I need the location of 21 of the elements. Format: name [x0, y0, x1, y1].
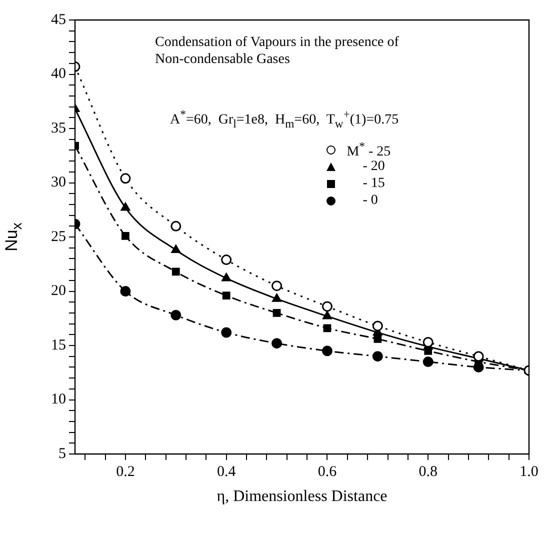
y-tick-label: 5: [58, 446, 66, 462]
y-tick-label: 10: [51, 392, 66, 408]
text: A$^{*}$=60, Gr$_{l}$=1e8, H$_{m}$=60, T$_{w}$$^{+}$(1)=0.75: [170, 108, 399, 130]
x-tick-label: 0.2: [116, 464, 135, 480]
y-tick-label: 45: [51, 12, 66, 28]
legend-label: - 15: [362, 176, 385, 192]
y-tick-label: 25: [51, 228, 66, 245]
x-tick-label: 0.4: [216, 464, 236, 480]
x-axis-title: η, Dimensionless Distance: [216, 488, 388, 506]
text: Condensation of Vapours in the presence of Non-condensable Gases: [155, 34, 400, 68]
legend-label: - 20: [362, 159, 385, 176]
x-tick-label: 0.8: [418, 464, 438, 480]
y-tick-label: 35: [51, 120, 66, 136]
y-tick-label: 30: [51, 174, 66, 191]
y-tick-label: 40: [51, 66, 66, 82]
y-tick-label: 15: [51, 337, 66, 354]
x-tick-label: 0.6: [318, 464, 338, 480]
x-tick-label: 1.0: [520, 464, 538, 480]
legend-label: - 0: [362, 193, 378, 210]
legend-label: M$^{*}$ - 25: [346, 140, 391, 160]
y-tick-label: 20: [51, 283, 66, 300]
